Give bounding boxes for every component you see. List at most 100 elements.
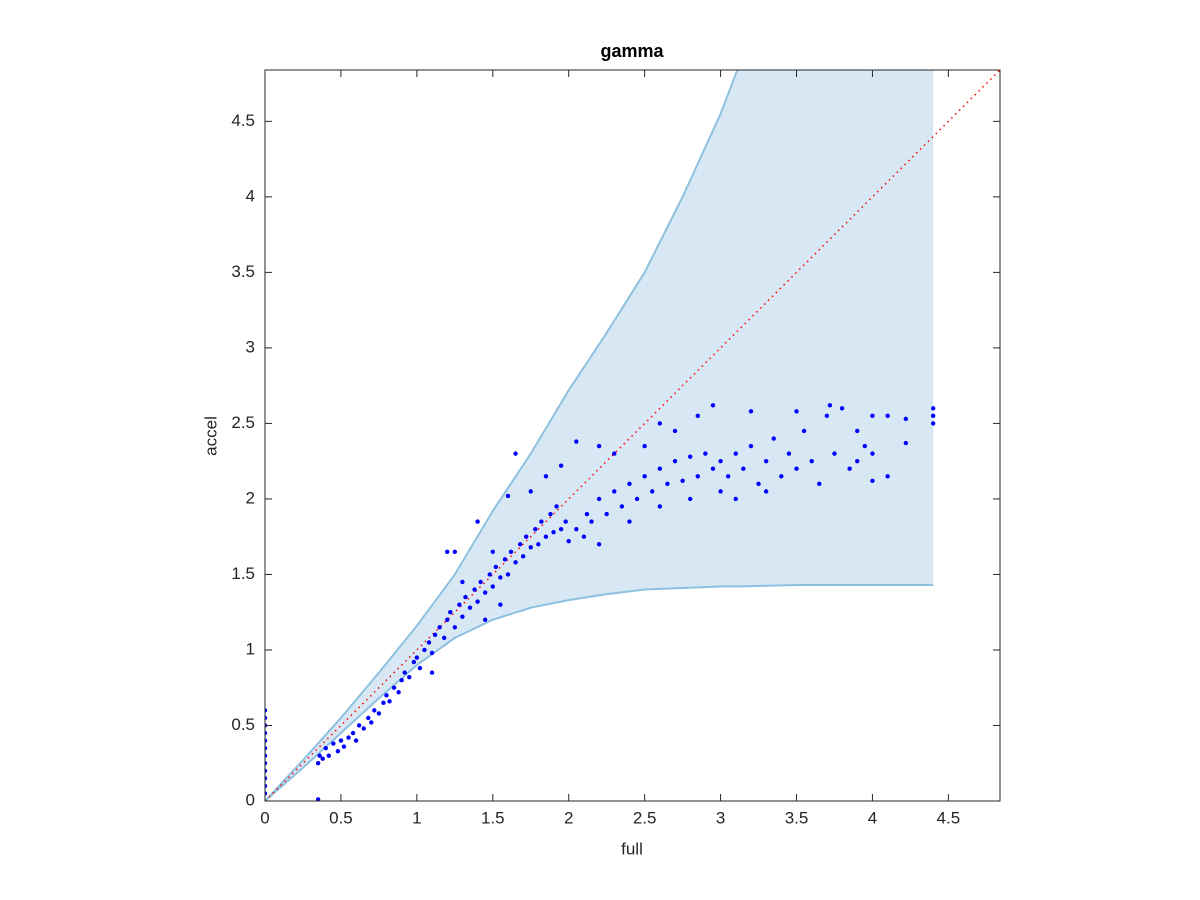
x-tick-label: 4.5 — [937, 808, 961, 827]
scatter-point — [381, 700, 386, 706]
scatter-point — [366, 715, 371, 721]
scatter-point — [855, 428, 860, 434]
scatter-point — [356, 723, 362, 728]
y-tick-label: 1 — [246, 639, 255, 658]
scatter-point — [718, 489, 723, 494]
x-tick-label: 3 — [716, 808, 725, 827]
scatter-point — [903, 440, 909, 446]
scatter-point — [688, 496, 693, 502]
axes-frame — [264, 69, 1001, 802]
x-tick-label: 1 — [412, 808, 421, 827]
scatter-point — [429, 670, 435, 675]
scatter-point — [463, 594, 468, 600]
scatter-point — [265, 715, 268, 721]
scatter-point — [885, 474, 890, 479]
scatter-point — [786, 451, 792, 456]
scatter-point — [402, 670, 407, 675]
scatter-point — [558, 463, 564, 468]
scatter-point — [372, 708, 377, 713]
scatter-point — [657, 466, 663, 471]
scatter-point — [265, 738, 268, 743]
scatter-point — [475, 519, 480, 524]
scatter-point — [452, 625, 458, 630]
scatter-point — [331, 741, 336, 746]
scatter-point — [528, 489, 533, 494]
scatter-point — [596, 542, 602, 547]
scatter-point — [832, 451, 837, 456]
y-tick-label: 3 — [246, 337, 255, 356]
scatter-point — [627, 519, 632, 524]
scatter-point — [478, 579, 483, 585]
band-upper-edge — [265, 70, 739, 801]
scatter-point — [505, 572, 511, 577]
scatter-point — [396, 690, 401, 695]
scatter-point — [384, 693, 389, 698]
scatter-point — [930, 406, 936, 411]
scatter-point — [517, 542, 523, 547]
scatter-point — [338, 738, 344, 743]
scatter-point — [414, 655, 420, 660]
scatter-point — [437, 625, 442, 630]
scatter-point — [265, 761, 268, 766]
scatter-point — [320, 756, 325, 761]
scatter-point — [930, 421, 936, 426]
scatter-point — [695, 413, 700, 419]
scatter-point — [505, 493, 511, 499]
scatter-point — [718, 458, 723, 464]
scatter-point — [885, 413, 890, 419]
scatter-point — [672, 428, 678, 434]
scatter-point — [794, 466, 799, 471]
scatter-point — [688, 454, 693, 459]
scatter-point — [475, 599, 480, 604]
scatter-point — [376, 711, 382, 716]
scatter-point — [589, 519, 594, 524]
y-tick-label: 0.5 — [231, 715, 255, 734]
scatter-point — [265, 730, 268, 736]
scatter-point — [487, 572, 492, 577]
scatter-point — [265, 791, 268, 796]
scatter-point — [498, 602, 503, 607]
scatter-point — [265, 783, 268, 789]
scatter-point — [387, 699, 392, 704]
scatter-point — [710, 466, 716, 471]
scatter-point — [763, 489, 769, 494]
scatter-point — [350, 730, 356, 736]
y-axis-label: accel — [201, 416, 220, 456]
scatter-point — [533, 526, 538, 532]
scatter-point — [779, 474, 784, 479]
scatter-point — [317, 753, 322, 758]
scatter-point — [657, 421, 663, 426]
scatter-point — [407, 674, 412, 680]
scatter-point — [584, 511, 590, 517]
scatter-point — [756, 481, 761, 487]
x-tick-label: 1.5 — [481, 808, 505, 827]
scatter-point — [361, 726, 366, 731]
y-tick-label: 3.5 — [231, 262, 255, 281]
scatter-point — [441, 635, 447, 641]
scatter-point — [870, 413, 875, 419]
x-tick-label: 2.5 — [633, 808, 657, 827]
scatter-point — [323, 745, 328, 751]
scatter-point — [391, 685, 397, 690]
scatter-point — [558, 526, 564, 532]
y-tick-label: 4 — [246, 186, 255, 205]
scatter-point — [930, 413, 936, 419]
scatter-point — [574, 439, 579, 444]
scatter-point — [680, 478, 685, 484]
x-tick-label: 2 — [564, 808, 573, 827]
scatter-point — [523, 534, 529, 539]
scatter-point — [493, 564, 499, 570]
scatter-point — [650, 489, 655, 494]
scatter-point — [520, 554, 526, 559]
scatter-point — [490, 584, 495, 589]
scatter-point — [543, 474, 549, 479]
scatter-point — [513, 451, 518, 456]
scatter-point — [445, 549, 450, 554]
scatter-point — [265, 708, 268, 713]
scatter-point — [353, 738, 359, 743]
reference-line — [265, 70, 1000, 801]
scatter-point — [467, 605, 473, 610]
scatter-point — [839, 406, 845, 411]
scatter-point — [498, 575, 503, 580]
scatter-point — [554, 504, 559, 509]
